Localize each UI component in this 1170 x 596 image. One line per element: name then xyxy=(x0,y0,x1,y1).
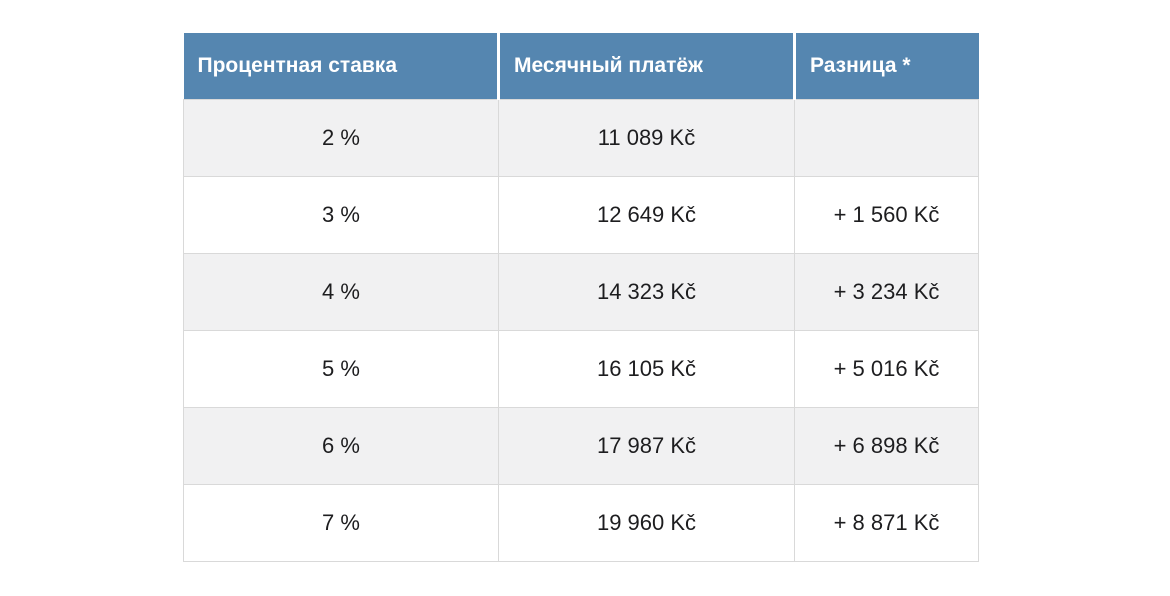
cell-interest-rate: 7 % xyxy=(183,484,499,562)
table-row: 4 % 14 323 Kč + 3 234 Kč xyxy=(183,253,979,331)
cell-difference xyxy=(794,99,979,177)
cell-interest-rate: 4 % xyxy=(183,253,499,331)
header-monthly-payment: Месячный платёж xyxy=(498,33,796,100)
cell-difference: + 5 016 Kč xyxy=(794,330,979,408)
cell-monthly-payment: 16 105 Kč xyxy=(498,330,795,408)
cell-interest-rate: 3 % xyxy=(183,176,499,254)
table-row: 3 % 12 649 Kč + 1 560 Kč xyxy=(183,176,979,254)
cell-monthly-payment: 14 323 Kč xyxy=(498,253,795,331)
table-row: 7 % 19 960 Kč + 8 871 Kč xyxy=(183,484,979,562)
cell-monthly-payment: 19 960 Kč xyxy=(498,484,795,562)
table-header-row: Процентная ставка Месячный платёж Разниц… xyxy=(183,33,979,100)
table-row: 2 % 11 089 Kč xyxy=(183,99,979,177)
cell-interest-rate: 6 % xyxy=(183,407,499,485)
cell-monthly-payment: 17 987 Kč xyxy=(498,407,795,485)
rate-comparison-table: Процентная ставка Месячный платёж Разниц… xyxy=(183,33,979,562)
table-row: 5 % 16 105 Kč + 5 016 Kč xyxy=(183,330,979,408)
table-row: 6 % 17 987 Kč + 6 898 Kč xyxy=(183,407,979,485)
header-difference: Разница * xyxy=(794,33,979,100)
cell-interest-rate: 2 % xyxy=(183,99,499,177)
cell-difference: + 1 560 Kč xyxy=(794,176,979,254)
cell-difference: + 6 898 Kč xyxy=(794,407,979,485)
cell-difference: + 8 871 Kč xyxy=(794,484,979,562)
cell-difference: + 3 234 Kč xyxy=(794,253,979,331)
header-interest-rate: Процентная ставка xyxy=(183,33,500,100)
cell-interest-rate: 5 % xyxy=(183,330,499,408)
cell-monthly-payment: 12 649 Kč xyxy=(498,176,795,254)
cell-monthly-payment: 11 089 Kč xyxy=(498,99,795,177)
